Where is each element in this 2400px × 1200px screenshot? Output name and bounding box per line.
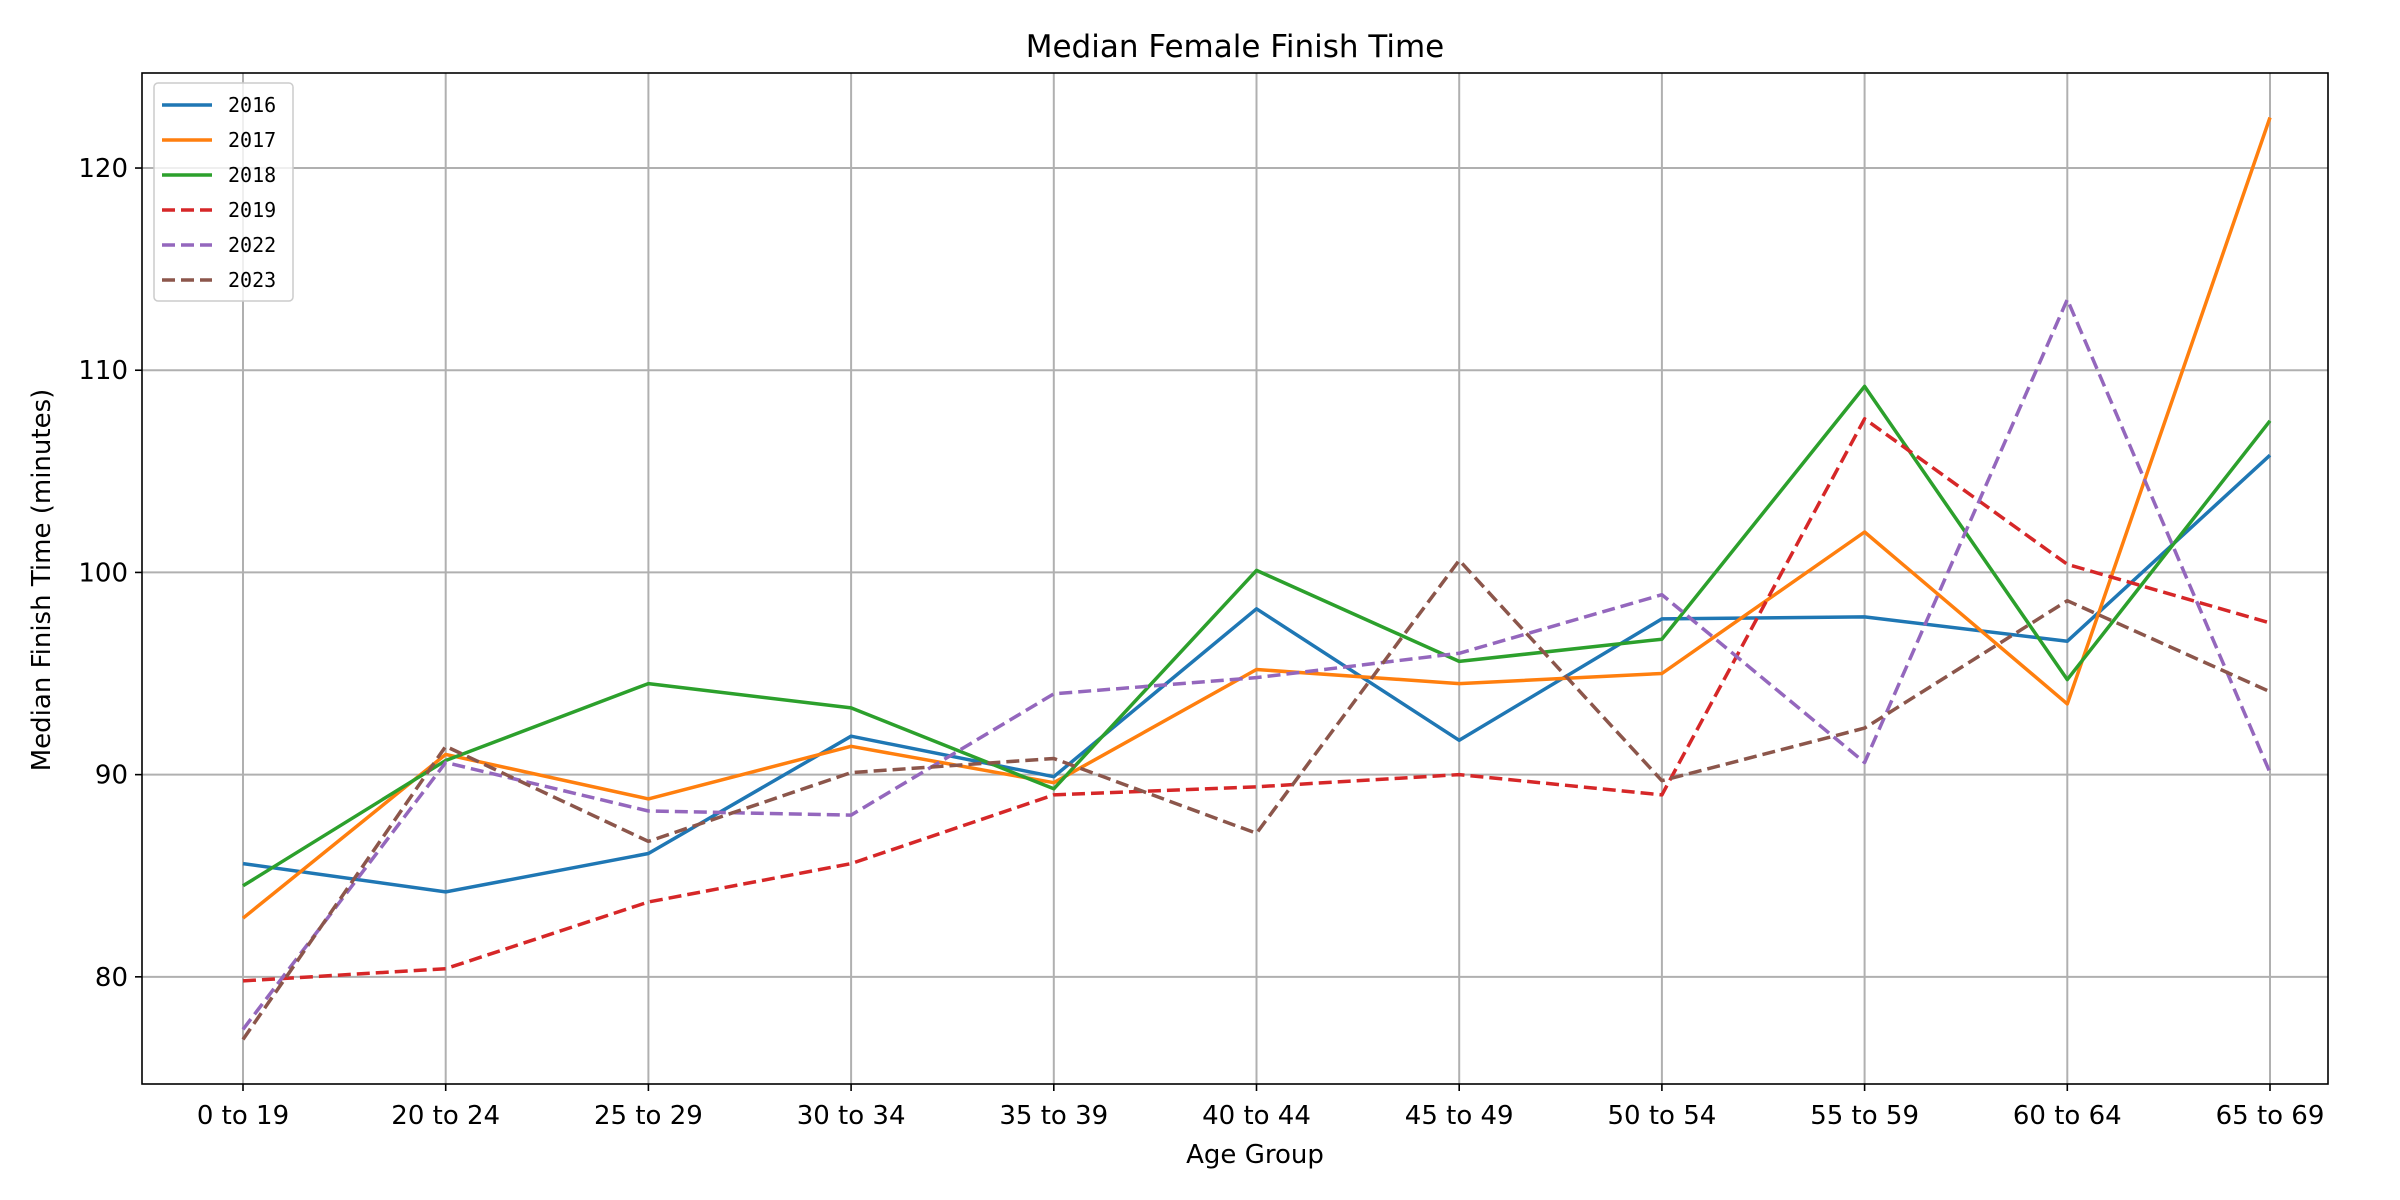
series-line-2023 bbox=[241, 558, 2271, 1041]
axis-ticks: 0 to 19 20 to 24 25 to 29 30 to 34 35 to 39 4… bbox=[78, 154, 2324, 1131]
x-tick-label: 45 to 49 bbox=[1405, 1101, 1514, 1131]
y-tick-label: 120 bbox=[78, 154, 128, 184]
x-tick-label: 40 to 44 bbox=[1202, 1101, 1311, 1131]
y-tick-label: 90 bbox=[95, 761, 128, 791]
x-axis-label: Age Group bbox=[1186, 1140, 1324, 1170]
x-tick-label: 65 to 69 bbox=[2216, 1101, 2325, 1131]
series-line-2016 bbox=[242, 453, 2272, 894]
series-line-2017 bbox=[241, 116, 2272, 920]
y-axis-label: Median Finish Time (minutes) bbox=[27, 389, 57, 772]
series-line-2018 bbox=[242, 384, 2272, 888]
x-tick-label: 20 to 24 bbox=[391, 1101, 500, 1131]
x-tick-label: 50 to 54 bbox=[1607, 1101, 1716, 1131]
x-tick-label: 0 to 19 bbox=[197, 1101, 289, 1131]
series-lines bbox=[241, 116, 2272, 1041]
y-tick-label: 80 bbox=[95, 963, 128, 993]
x-tick-label: 55 to 59 bbox=[1810, 1101, 1919, 1131]
x-tick-label: 60 to 64 bbox=[2013, 1101, 2122, 1131]
chart-title: Median Female Finish Time bbox=[1026, 29, 1445, 65]
series-line-2019 bbox=[242, 417, 2271, 983]
legend-label: 2018 bbox=[228, 163, 276, 187]
legend-label: 2017 bbox=[228, 128, 276, 152]
legend-label: 2019 bbox=[228, 198, 276, 222]
x-tick-label: 25 to 29 bbox=[594, 1101, 703, 1131]
series-line-2022 bbox=[241, 297, 2272, 1031]
x-tick-label: 35 to 39 bbox=[999, 1101, 1108, 1131]
x-tick-label: 30 to 34 bbox=[797, 1101, 906, 1131]
y-tick-label: 100 bbox=[78, 558, 128, 588]
legend: 2016 2017 2018 2019 2022 2023 bbox=[153, 82, 294, 302]
legend-label: 2022 bbox=[228, 233, 276, 257]
grid-lines bbox=[142, 73, 2328, 1084]
plot-frame bbox=[141, 72, 2329, 1085]
legend-label: 2023 bbox=[228, 268, 276, 292]
y-tick-label: 110 bbox=[78, 356, 128, 386]
legend-label: 2016 bbox=[228, 93, 276, 117]
